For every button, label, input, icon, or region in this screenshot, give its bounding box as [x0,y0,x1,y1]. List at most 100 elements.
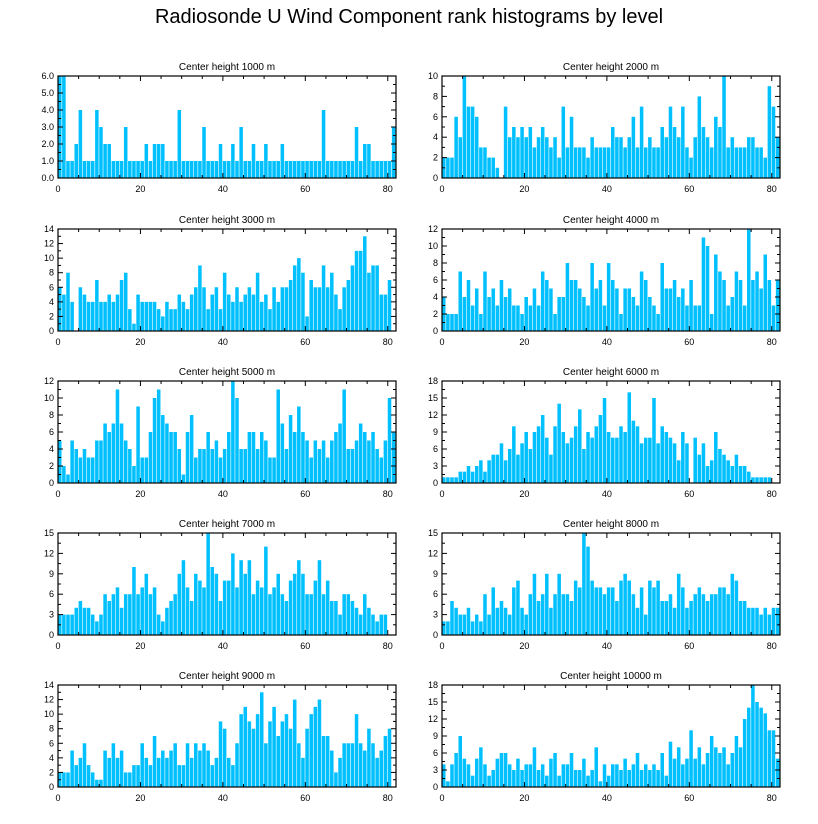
bar [152,398,157,483]
bar [169,432,173,483]
bar [726,594,730,635]
bar [309,594,313,635]
bar [569,116,574,178]
bar [70,301,74,331]
bar [231,381,235,483]
bar [561,432,566,483]
y-tick-label: 5.0 [41,88,54,98]
bar [309,714,313,787]
bar [714,747,718,787]
bar [714,254,718,331]
bar [623,758,627,787]
bar [676,297,681,331]
y-tick-label: 8 [433,91,438,101]
bar [602,764,607,787]
bar [594,587,599,635]
bar [62,614,66,635]
bar [470,305,475,331]
bar [325,161,330,178]
bar [565,443,570,483]
bar [185,743,190,787]
bar [342,161,346,178]
bar [499,601,504,635]
bar [367,607,371,635]
bar [738,747,743,787]
bar [144,301,149,331]
x-tick-label: 40 [218,489,228,499]
bar [639,106,644,178]
bar [532,432,537,483]
bar [227,580,231,635]
bar [726,147,730,178]
panel-1: Center height 1000 m 0 20 40 60 80 0.0 1.0 2.0 3.… [41,62,397,194]
bar [214,440,219,483]
bar [346,743,351,787]
panel-title: Center height 2000 m [563,62,659,73]
y-tick-label: 9 [433,569,438,579]
bar [301,432,305,483]
bar [202,127,206,178]
bar [346,280,351,331]
bar [95,280,99,331]
bar [317,449,322,483]
bar [668,106,673,178]
bar [578,587,582,635]
y-tick-label: 2 [49,461,54,471]
bar [255,714,260,787]
bar [582,449,586,483]
bar [582,533,586,635]
bar [491,288,495,331]
x-tick-label: 80 [383,793,393,803]
bar [656,443,660,483]
bar [161,415,165,483]
bar [346,594,351,635]
bar [255,272,260,331]
bar [487,157,491,178]
bar [503,297,508,331]
bar [264,743,268,787]
bar [222,580,227,635]
bar [470,106,475,178]
bar [173,432,177,483]
bar [103,144,107,178]
bar [474,288,479,331]
bar [520,127,524,178]
bar [268,161,272,178]
bar [767,86,772,178]
bar [536,601,541,635]
bar [123,440,128,483]
bar [615,137,619,178]
bar [751,477,755,483]
bar [549,454,553,483]
y-tick-label: 0 [49,478,54,488]
bar [313,580,318,635]
bar [606,432,611,483]
bar [775,758,780,787]
bar [288,580,293,635]
bar [755,271,759,331]
bar [474,614,479,635]
bar [693,437,697,483]
bar [99,440,103,483]
bar [594,426,599,483]
bar [198,265,202,331]
bar [276,736,280,787]
bar [503,753,508,787]
bar [676,573,681,635]
bar [454,607,458,635]
bar [697,587,702,635]
y-tick-label: 6 [49,589,54,599]
x-tick-label: 80 [767,793,777,803]
bar [751,685,755,787]
bar [639,770,644,787]
x-tick-label: 0 [55,337,60,347]
bar [722,76,726,178]
bar [705,246,710,331]
bar [474,466,479,483]
y-tick-label: 4 [49,753,54,763]
bar [383,440,388,483]
bar [144,457,149,483]
bar [503,607,508,635]
bar [350,743,355,787]
bar [123,127,128,178]
